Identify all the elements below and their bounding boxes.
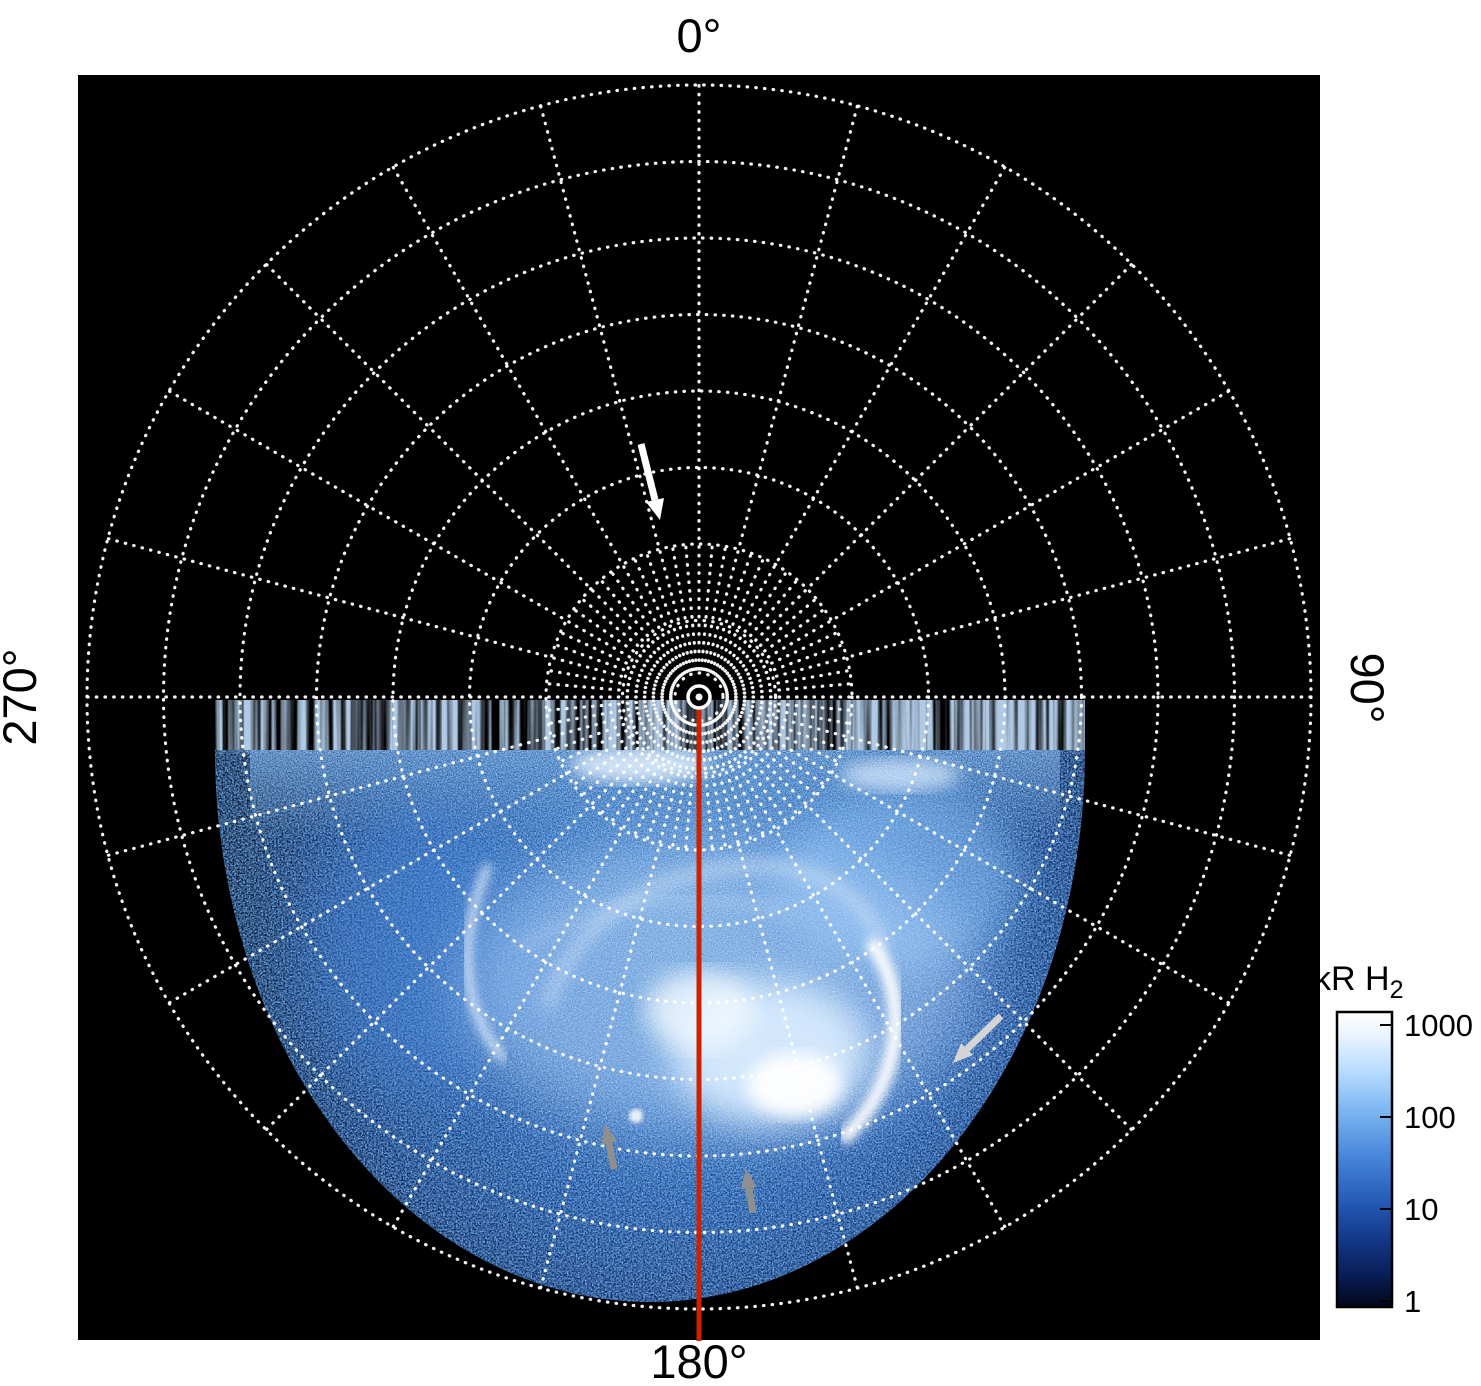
gray-up-arrow-left-icon (601, 1124, 618, 1170)
angle-label-90: 90° (1341, 652, 1394, 723)
colorbar-gradient (1335, 1010, 1394, 1309)
white-down-arrow-icon (637, 443, 664, 520)
colorbar-tick-label: 1 (1404, 1284, 1421, 1319)
angle-label-270: 270° (0, 648, 46, 745)
colorbar-tick-label: 1000 (1404, 1008, 1473, 1043)
gray-arrow-toward-bright-arc-icon (953, 1013, 1004, 1063)
angle-label-0: 0° (677, 9, 722, 62)
gray-up-arrow-center-icon (741, 1169, 757, 1214)
colorbar-tick-label: 100 (1404, 1100, 1456, 1135)
colorbar-title: kR H2 (1314, 960, 1403, 1004)
aurora-top-streaks (215, 700, 1085, 754)
colorbar-tick-label: 10 (1404, 1192, 1438, 1227)
pole-marker (686, 684, 712, 710)
colorbar: kR H2 1000 100 10 1 (1314, 960, 1473, 1319)
angle-label-180: 180° (650, 1335, 747, 1386)
